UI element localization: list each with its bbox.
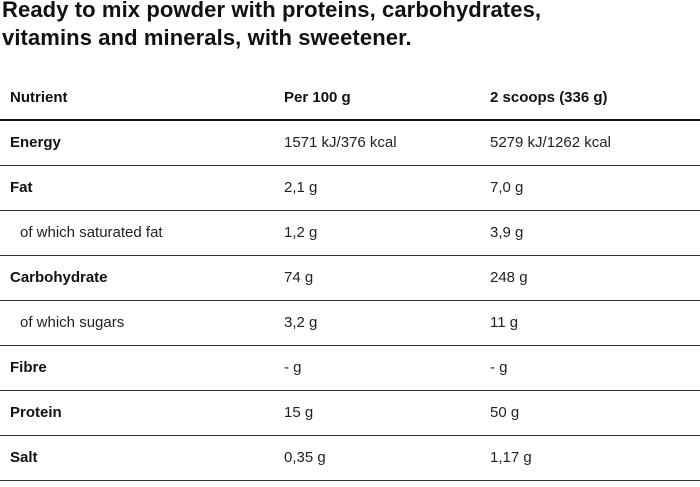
header-per-serving: 2 scoops (336 g) <box>490 88 608 106</box>
table-row-sugars: of which sugars 3,2 g 11 g <box>0 300 700 345</box>
nutrient-name: Fibre <box>10 359 47 376</box>
title-line-2: vitamins and minerals, with sweetener. <box>2 25 412 50</box>
nutrient-name: Protein <box>10 404 62 421</box>
product-description-title: Ready to mix powder with proteins, carbo… <box>0 0 700 52</box>
value-per-serving: 248 g <box>490 269 528 286</box>
table-row-fibre: Fibre - g - g <box>0 345 700 390</box>
header-per-100g: Per 100 g <box>284 88 351 106</box>
table-row-fat: Fat 2,1 g 7,0 g <box>0 165 700 210</box>
nutrient-name: Fat <box>10 179 33 196</box>
value-per-serving: - g <box>490 359 508 376</box>
value-per-serving: 1,17 g <box>490 449 532 466</box>
value-per-100g: 15 g <box>284 404 314 421</box>
value-per-serving: 50 g <box>490 404 520 421</box>
table-row-saturated-fat: of which saturated fat 1,2 g 3,9 g <box>0 210 700 255</box>
nutrition-table: Nutrient Per 100 g 2 scoops (336 g) Ener… <box>0 75 700 481</box>
nutrient-name: of which saturated fat <box>20 224 163 241</box>
value-per-serving: 11 g <box>490 314 519 331</box>
header-nutrient: Nutrient <box>10 88 68 106</box>
table-row-carbohydrate: Carbohydrate 74 g 248 g <box>0 255 700 300</box>
value-per-serving: 7,0 g <box>490 179 524 196</box>
nutrient-name: of which sugars <box>20 314 125 331</box>
value-per-100g: 2,1 g <box>284 179 318 196</box>
value-per-100g: 1571 kJ/376 kcal <box>284 134 397 152</box>
value-per-100g: 1,2 g <box>284 224 318 241</box>
title-line-1: Ready to mix powder with proteins, carbo… <box>2 0 542 22</box>
nutrient-name: Energy <box>10 134 61 152</box>
table-row-protein: Protein 15 g 50 g <box>0 390 700 435</box>
table-row-energy: Energy 1571 kJ/376 kcal 5279 kJ/1262 kca… <box>0 120 700 165</box>
nutrient-name: Salt <box>10 449 38 466</box>
nutrient-name: Carbohydrate <box>10 269 108 286</box>
value-per-serving: 5279 kJ/1262 kcal <box>490 134 611 152</box>
value-per-100g: 3,2 g <box>284 314 318 331</box>
table-header-row: Nutrient Per 100 g 2 scoops (336 g) <box>0 75 700 120</box>
value-per-100g: 74 g <box>284 269 314 286</box>
table-row-salt: Salt 0,35 g 1,17 g <box>0 435 700 480</box>
value-per-serving: 3,9 g <box>490 224 524 241</box>
value-per-100g: 0,35 g <box>284 449 326 466</box>
value-per-100g: - g <box>284 359 302 376</box>
